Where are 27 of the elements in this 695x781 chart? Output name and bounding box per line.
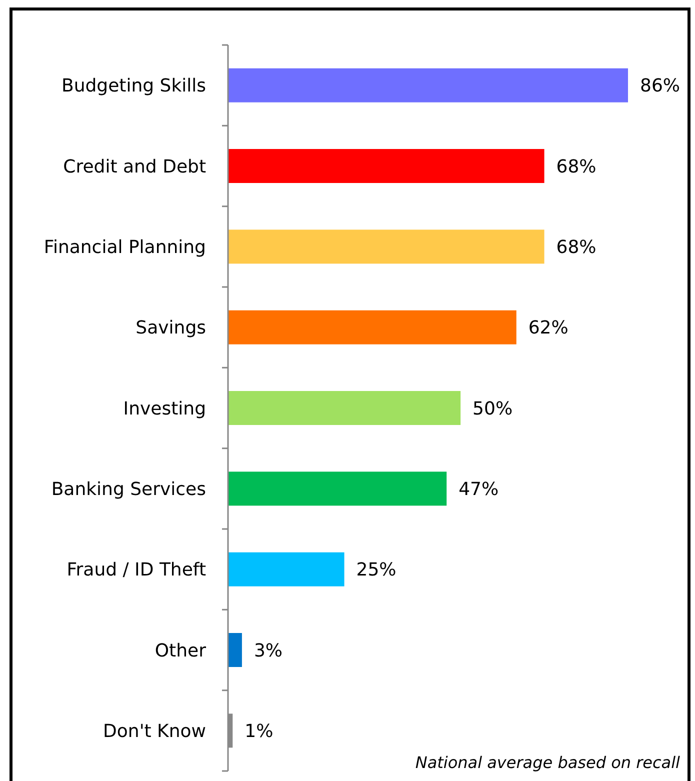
y-tick-label: Banking Services xyxy=(51,478,206,500)
bar xyxy=(228,310,516,344)
bar xyxy=(228,230,544,264)
data-label: 68% xyxy=(556,236,596,258)
data-label: 50% xyxy=(472,398,513,420)
y-tick-label: Investing xyxy=(123,398,206,420)
data-label: 68% xyxy=(556,156,596,178)
bar xyxy=(228,149,544,183)
data-label: 47% xyxy=(458,478,499,500)
y-tick-label: Financial Planning xyxy=(44,236,206,258)
bar xyxy=(228,472,447,506)
data-label: 62% xyxy=(528,318,568,339)
y-tick-label: Other xyxy=(154,640,207,662)
y-tick-label: Credit and Debt xyxy=(63,156,206,178)
y-tick-label: Fraud / ID Theft xyxy=(66,560,206,581)
y-tick-label: Budgeting Skills xyxy=(61,76,206,97)
data-label: 3% xyxy=(254,640,283,662)
annotation: National average based on recall xyxy=(415,753,681,772)
y-tick-label: Don't Know xyxy=(103,720,206,742)
data-label: 25% xyxy=(356,560,396,581)
y-tick-label: Savings xyxy=(136,318,206,339)
data-label: 1% xyxy=(244,720,274,742)
bar xyxy=(228,633,242,667)
bar xyxy=(228,68,628,102)
bar xyxy=(228,391,461,425)
bar xyxy=(228,552,344,586)
data-label: 86% xyxy=(640,76,680,97)
